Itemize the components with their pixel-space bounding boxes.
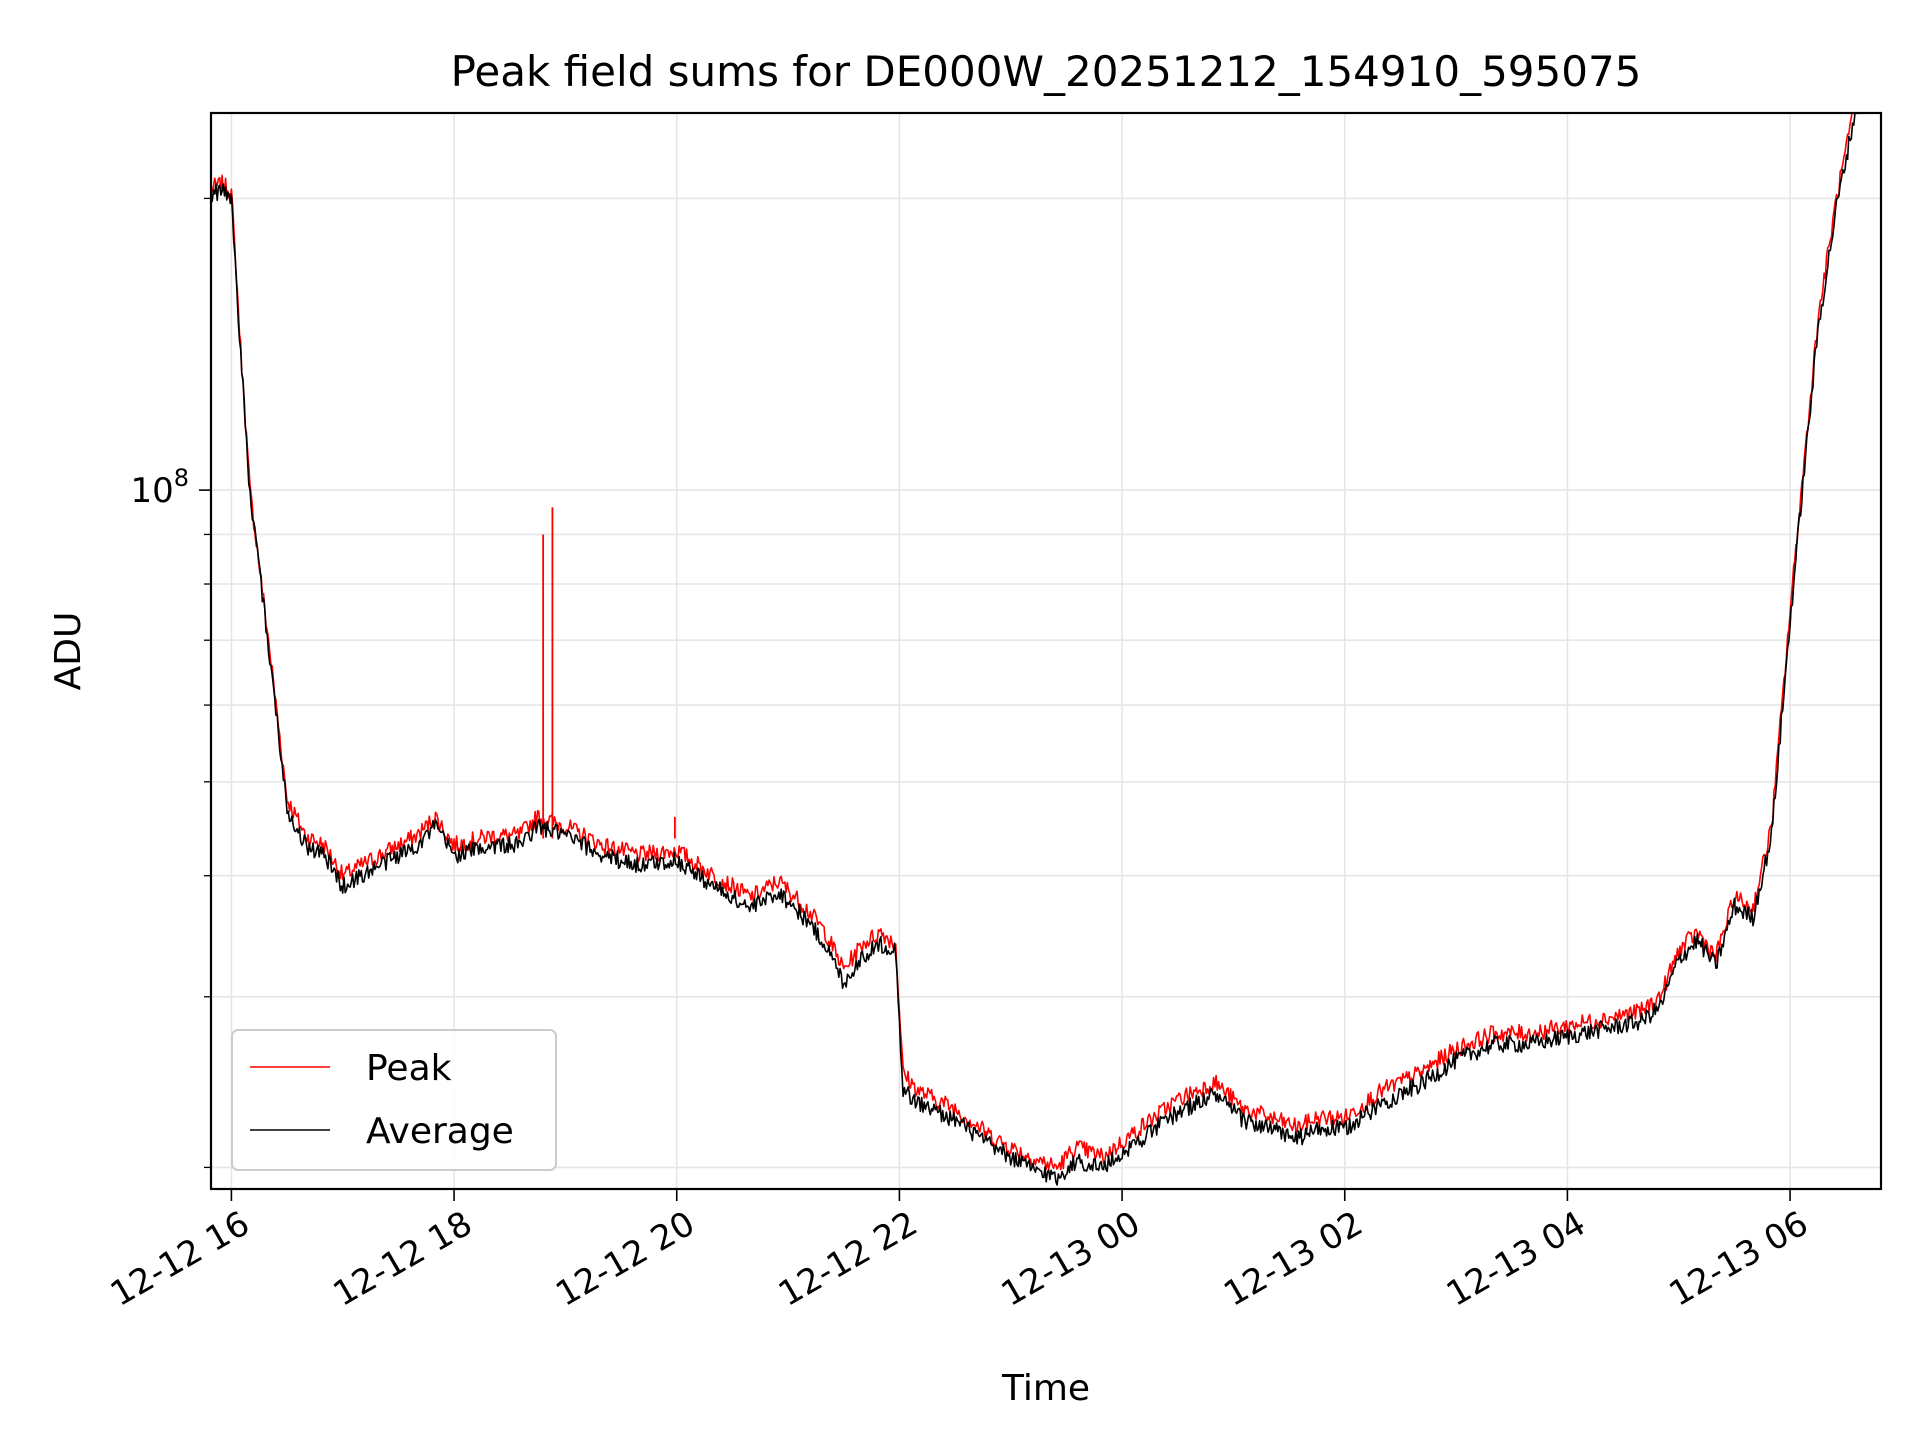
y-axis: 108 xyxy=(130,197,211,1169)
grid-lines xyxy=(211,113,1881,1189)
legend: Peak Average xyxy=(231,1029,557,1171)
series-line-average xyxy=(211,113,1858,1186)
legend-box xyxy=(231,1029,557,1171)
x-axis-label: Time xyxy=(1001,1368,1090,1409)
legend-label-average: Average xyxy=(366,1111,514,1152)
series-lines xyxy=(211,113,1858,1186)
chart-title: Peak field sums for DE000W_20251212_1549… xyxy=(451,47,1642,96)
y-tick-label: 108 xyxy=(130,464,189,511)
plot-frame xyxy=(209,111,1883,1191)
legend-label-peak: Peak xyxy=(366,1048,452,1089)
y-axis-label: ADU xyxy=(48,612,89,691)
series-line-peak xyxy=(211,113,1853,1171)
